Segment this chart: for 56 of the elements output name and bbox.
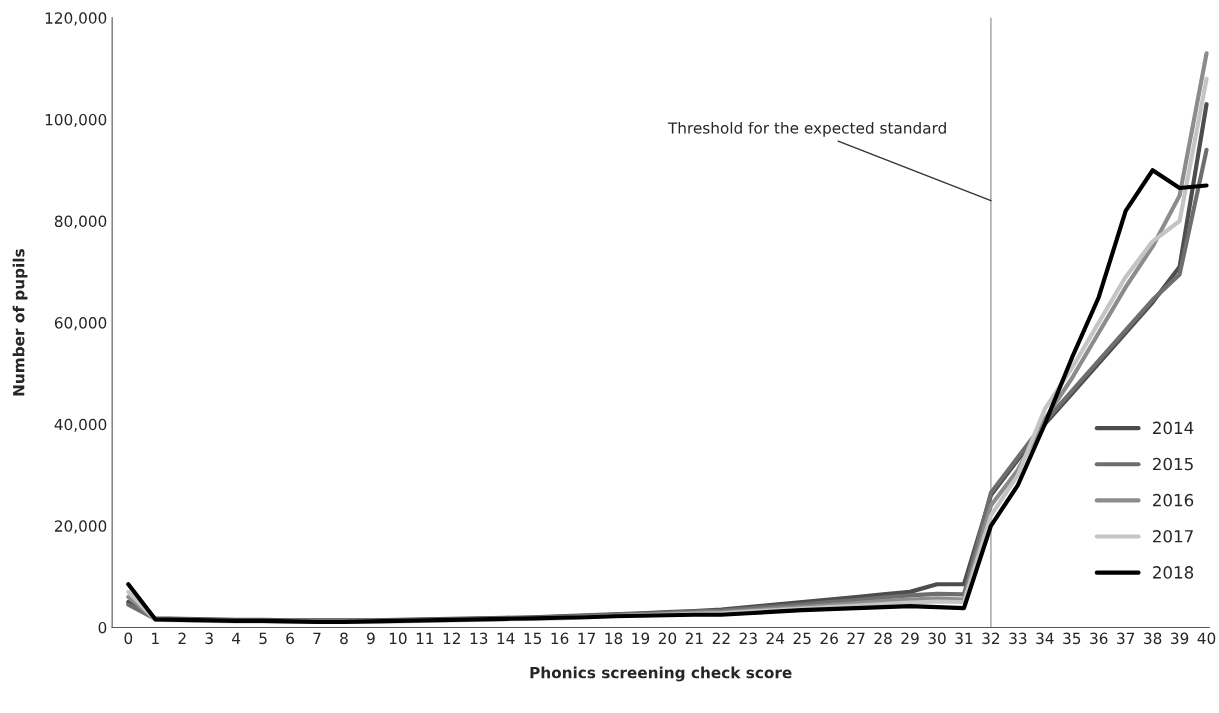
legend-label: 2014 (1153, 421, 1194, 435)
x-tick-label: 2 (178, 632, 186, 644)
x-tick-label: 28 (874, 632, 892, 645)
y-tick-label: 60,000 (54, 317, 107, 331)
y-tick-label: 100,000 (45, 113, 107, 128)
x-tick-label: 39 (1171, 632, 1189, 645)
x-tick-label: 20 (658, 632, 677, 645)
x-tick-label: 13 (470, 632, 488, 645)
x-tick-label: 27 (847, 632, 865, 644)
x-tick-label: 1 (152, 632, 159, 644)
y-tick-label: 40,000 (54, 418, 107, 432)
x-tick-label: 17 (578, 632, 595, 644)
y-tick-label: 20,000 (54, 520, 107, 534)
x-tick-label: 5 (259, 632, 267, 645)
x-tick-label: 18 (605, 632, 623, 645)
x-tick-label: 22 (712, 632, 730, 644)
x-tick-label: 0 (124, 632, 133, 645)
legend-label: 2017 (1153, 529, 1193, 543)
x-tick-label: 30 (928, 632, 946, 645)
x-tick-label: 33 (1009, 632, 1027, 645)
x-tick-label: 11 (416, 632, 434, 644)
x-tick-label: 35 (1063, 632, 1081, 645)
x-tick-label: 4 (232, 632, 241, 644)
x-tick-label: 26 (820, 632, 838, 645)
x-tick-label: 29 (901, 632, 919, 645)
y-tick-label: 120,000 (45, 12, 107, 26)
x-tick-label: 40 (1197, 632, 1216, 645)
x-tick-label: 3 (205, 632, 213, 645)
legend-label: 2016 (1153, 493, 1194, 507)
x-tick-label: 32 (982, 632, 1000, 645)
x-tick-label: 19 (632, 632, 650, 645)
y-tick-label: 80,000 (54, 215, 107, 229)
x-tick-label: 9 (367, 632, 375, 645)
ref-line-label: Threshold for the expected standard (667, 121, 946, 137)
x-axis-title: Phonics screening check score (530, 666, 792, 682)
x-tick-label: 12 (443, 632, 460, 644)
x-tick-label: 8 (340, 632, 348, 645)
x-tick-label: 37 (1117, 632, 1135, 645)
x-tick-label: 16 (551, 632, 569, 645)
legend-label: 2015 (1153, 457, 1193, 471)
y-axis-title: Number of pupils (12, 249, 28, 396)
x-tick-label: 38 (1144, 632, 1162, 645)
x-tick-label: 24 (766, 632, 785, 644)
x-tick-label: 21 (685, 632, 703, 644)
x-tick-label: 10 (389, 632, 407, 645)
y-tick-label: 0 (98, 621, 107, 634)
legend-label: 2018 (1153, 566, 1194, 579)
x-tick-label: 6 (286, 632, 294, 645)
x-tick-label: 15 (524, 632, 542, 645)
x-tick-label: 14 (497, 632, 515, 644)
x-tick-label: 36 (1090, 632, 1108, 645)
x-tick-label: 34 (1036, 632, 1054, 645)
x-tick-label: 23 (739, 632, 757, 645)
x-tick-label: 31 (955, 632, 973, 645)
x-tick-label: 7 (313, 632, 321, 644)
x-tick-label: 25 (793, 632, 811, 645)
